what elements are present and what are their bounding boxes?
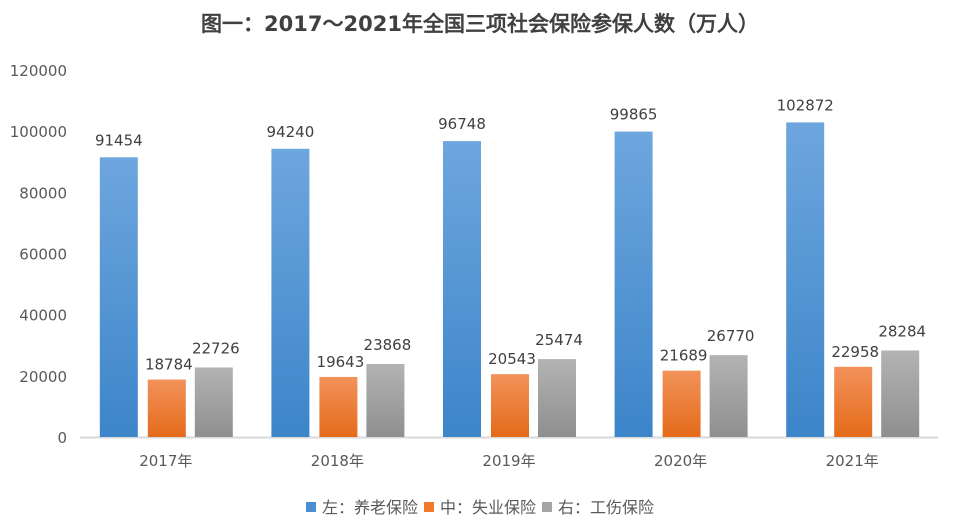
data-label: 91454: [95, 131, 143, 149]
bar: [319, 376, 358, 437]
legend-item: 右：工伤保险: [542, 494, 654, 518]
legend-label: 左：养老保险: [321, 498, 418, 517]
legend-swatch: [305, 502, 316, 512]
y-tick-label: 60000: [19, 246, 67, 264]
y-tick-label: 20000: [19, 368, 67, 386]
data-label: 99865: [610, 106, 658, 124]
legend-item: 左：养老保险: [305, 494, 418, 518]
x-tick-label: 2019年: [482, 452, 535, 470]
bar: [194, 367, 233, 437]
data-label: 96748: [438, 115, 486, 133]
y-tick-label: 100000: [10, 123, 67, 141]
x-tick-label: 2018年: [311, 452, 364, 470]
y-tick-label: 80000: [19, 184, 67, 202]
data-label: 23868: [364, 336, 412, 354]
y-tick-label: 40000: [19, 307, 67, 325]
bar: [147, 379, 186, 437]
legend: 左：养老保险 中：失业保险 右：工伤保险: [0, 494, 960, 518]
legend-swatch: [423, 502, 434, 512]
bar: [271, 148, 310, 438]
bar: [99, 157, 138, 438]
data-label: 18784: [145, 356, 193, 374]
data-label: 28284: [878, 322, 926, 340]
data-label: 102872: [777, 96, 834, 114]
legend-item: 中：失业保险: [423, 494, 536, 518]
bar: [538, 359, 576, 437]
bar: [491, 374, 529, 437]
data-label: 25474: [535, 331, 583, 349]
bar: [614, 131, 653, 438]
x-tick-label: 2021年: [826, 452, 879, 470]
x-tick-label: 2017年: [139, 452, 192, 470]
bar: [709, 355, 748, 437]
bar: [662, 370, 701, 437]
data-label: 20543: [488, 350, 536, 368]
bar: [443, 141, 481, 437]
legend-label: 右：工伤保险: [558, 498, 655, 517]
bar: [786, 122, 825, 438]
legend-label: 中：失业保险: [439, 498, 536, 517]
x-tick-label: 2020年: [654, 452, 707, 470]
bar: [881, 350, 920, 437]
bar: [366, 364, 405, 437]
y-tick-label: 0: [57, 429, 67, 447]
chart-title: 图一：2017～2021年全国三项社会保险参保人数（万人）: [201, 12, 759, 36]
data-label: 22726: [192, 339, 240, 357]
legend-swatch: [542, 502, 552, 512]
y-tick-label: 120000: [10, 62, 67, 80]
data-label: 26770: [707, 327, 755, 345]
data-label: 22958: [831, 343, 879, 361]
data-label: 94240: [267, 123, 315, 141]
data-label: 19643: [317, 353, 365, 371]
bar: [834, 366, 873, 437]
data-label: 21689: [660, 347, 708, 365]
